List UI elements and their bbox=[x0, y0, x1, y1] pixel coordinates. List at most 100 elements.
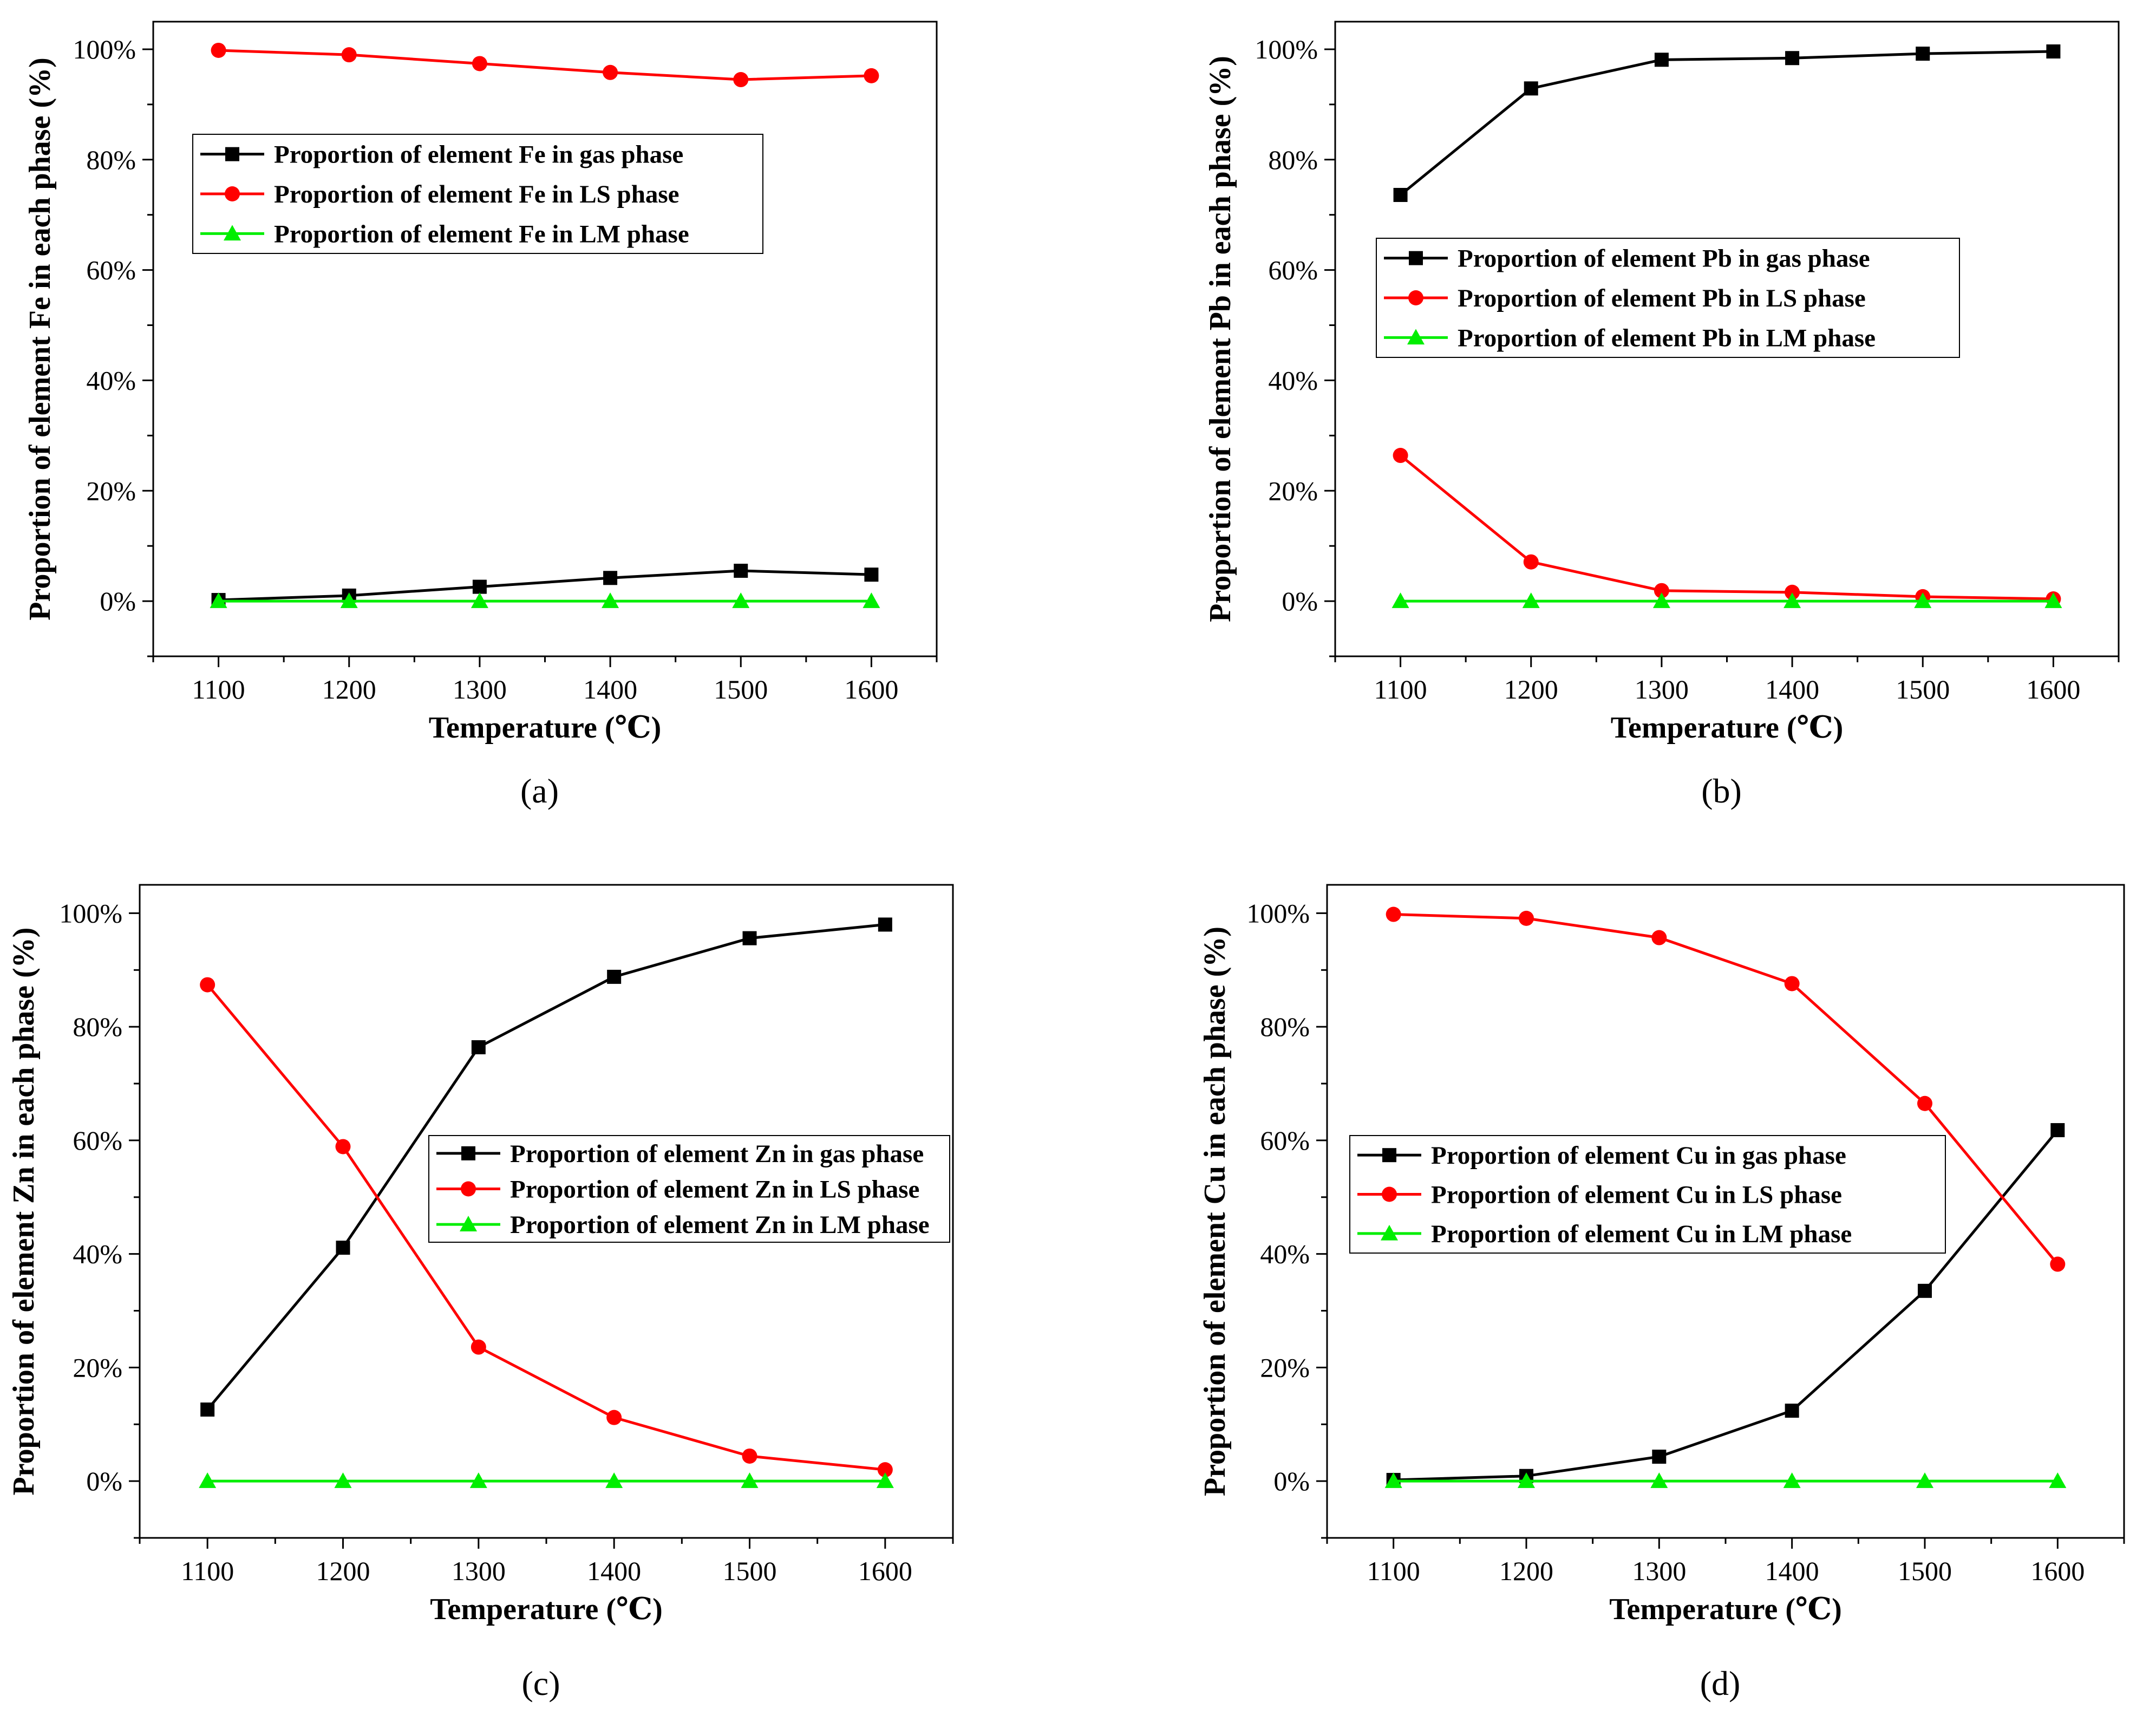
x-tick-label: 1200 bbox=[1499, 1556, 1553, 1586]
x-tick-label: 1100 bbox=[181, 1556, 234, 1586]
data-point bbox=[210, 592, 227, 608]
series-gas bbox=[1393, 44, 2061, 203]
y-tick-label: 40% bbox=[86, 365, 136, 395]
data-point bbox=[1386, 906, 1401, 922]
x-tick-label: 1600 bbox=[858, 1556, 912, 1586]
data-point bbox=[733, 72, 749, 88]
legend-label: Proportion of element Zn in LS phase bbox=[510, 1176, 919, 1204]
x-tick-label: 1600 bbox=[2026, 674, 2080, 705]
data-point bbox=[336, 1241, 350, 1255]
series-line bbox=[1393, 913, 2059, 1266]
data-point bbox=[605, 1472, 623, 1488]
y-tick-label: 80% bbox=[1260, 1012, 1310, 1042]
data-point bbox=[471, 1339, 486, 1355]
data-point bbox=[1914, 592, 1932, 608]
x-tick-label: 1600 bbox=[844, 674, 898, 705]
legend-entry: Proportion of element Zn in LS phase bbox=[436, 1176, 919, 1204]
x-tick-label: 1500 bbox=[723, 1556, 777, 1586]
data-point bbox=[1393, 448, 1408, 464]
data-point bbox=[1523, 554, 1539, 570]
data-point bbox=[603, 571, 618, 585]
y-tick-label: 100% bbox=[59, 898, 122, 928]
legend-label: Proportion of element Pb in LS phase bbox=[1458, 284, 1866, 312]
data-point bbox=[1651, 930, 1667, 945]
x-tick-label: 1300 bbox=[453, 674, 507, 705]
x-tick-label: 1500 bbox=[714, 674, 768, 705]
data-point bbox=[341, 47, 357, 63]
y-tick-label: 60% bbox=[1268, 255, 1318, 285]
data-point bbox=[1518, 1472, 1535, 1488]
series-ls bbox=[1386, 906, 2066, 1272]
data-point bbox=[1785, 584, 1800, 600]
legend-entry: Proportion of element Zn in LM phase bbox=[436, 1211, 930, 1239]
y-tick-label: 80% bbox=[73, 1012, 122, 1042]
y-tick-label: 0% bbox=[1273, 1466, 1310, 1496]
y-axis-title: Proportion of element Fe in each phase (… bbox=[23, 57, 57, 620]
data-point bbox=[1917, 1095, 1932, 1111]
legend: Proportion of element Pb in gas phase Pro… bbox=[1376, 238, 1960, 358]
data-point bbox=[1650, 1472, 1668, 1488]
data-point bbox=[1784, 976, 1800, 992]
y-tick-label: 80% bbox=[86, 145, 136, 175]
y-tick-label: 100% bbox=[1246, 898, 1310, 928]
data-point bbox=[877, 1462, 893, 1478]
x-tick-label: 1400 bbox=[583, 674, 637, 705]
x-tick-label: 1600 bbox=[2030, 1556, 2085, 1586]
legend-box bbox=[1349, 1135, 1946, 1254]
y-tick-label: 60% bbox=[1260, 1125, 1310, 1156]
chart-panel-3: 0% 20% 40% 60% 80% 100% 1100 1200 1300 1400 1500 16… bbox=[7, 884, 954, 1703]
data-point bbox=[742, 1448, 757, 1464]
legend-entry: Proportion of element Pb in LM phase bbox=[1384, 324, 1876, 352]
x-axis-title: Temperature (℃) bbox=[1611, 711, 1843, 745]
y-tick-label: 80% bbox=[1268, 145, 1318, 175]
data-point bbox=[1785, 51, 1800, 66]
series-lm bbox=[1384, 1472, 2067, 1488]
legend-marker bbox=[225, 186, 240, 201]
data-point bbox=[1652, 592, 1670, 608]
data-point bbox=[876, 1472, 894, 1488]
y-tick-label: 20% bbox=[1260, 1352, 1310, 1382]
series-line bbox=[206, 923, 886, 1411]
y-axis-title: Proportion of element Zn in each phase (… bbox=[7, 928, 41, 1496]
series-line bbox=[1393, 1129, 2059, 1482]
data-point bbox=[607, 969, 622, 984]
data-point bbox=[863, 592, 880, 608]
legend-entry: Proportion of element Cu in LS phase bbox=[1357, 1181, 1842, 1209]
legend-entry: Proportion of element Pb in gas phase bbox=[1384, 245, 1870, 273]
data-point bbox=[335, 1139, 351, 1154]
x-tick-label: 1100 bbox=[1374, 674, 1427, 705]
legend-marker bbox=[1382, 1148, 1396, 1163]
plot-area-frame bbox=[152, 21, 938, 657]
data-point bbox=[864, 68, 879, 83]
panel-caption: (d) bbox=[1700, 1664, 1741, 1703]
y-tick-label: 20% bbox=[1268, 475, 1318, 506]
data-point bbox=[334, 1472, 352, 1488]
data-point bbox=[211, 42, 226, 58]
x-tick-label: 1500 bbox=[1898, 1556, 1952, 1586]
data-point bbox=[1785, 1404, 1799, 1418]
legend-entry: Proportion of element Fe in LM phase bbox=[200, 220, 689, 248]
x-tick-label: 1200 bbox=[322, 674, 376, 705]
data-point bbox=[1524, 81, 1538, 96]
series-lm bbox=[1391, 592, 2062, 608]
legend-label: Proportion of element Pb in gas phase bbox=[1458, 245, 1870, 273]
data-point bbox=[200, 1402, 215, 1417]
y-tick-label: 0% bbox=[100, 586, 136, 616]
data-point bbox=[1783, 592, 1801, 608]
series-line bbox=[1400, 50, 2054, 196]
y-tick-label: 20% bbox=[73, 1352, 122, 1382]
x-axis-title: Temperature (℃) bbox=[430, 1593, 662, 1626]
data-point bbox=[1652, 1450, 1667, 1464]
y-tick-label: 0% bbox=[1282, 586, 1318, 616]
legend-marker bbox=[224, 225, 241, 241]
legend-entry: Proportion of element Fe in gas phase bbox=[200, 141, 683, 169]
series-ls bbox=[211, 42, 879, 88]
legend-entry: Proportion of element Pb in LS phase bbox=[1384, 284, 1866, 312]
legend-label: Proportion of element Cu in LS phase bbox=[1431, 1181, 1842, 1209]
y-tick-label: 40% bbox=[73, 1239, 122, 1269]
legend: Proportion of element Zn in gas phase Pro… bbox=[428, 1135, 950, 1243]
data-point bbox=[606, 1410, 622, 1425]
x-tick-label: 1100 bbox=[1367, 1556, 1420, 1586]
x-tick-label: 1200 bbox=[1504, 674, 1558, 705]
